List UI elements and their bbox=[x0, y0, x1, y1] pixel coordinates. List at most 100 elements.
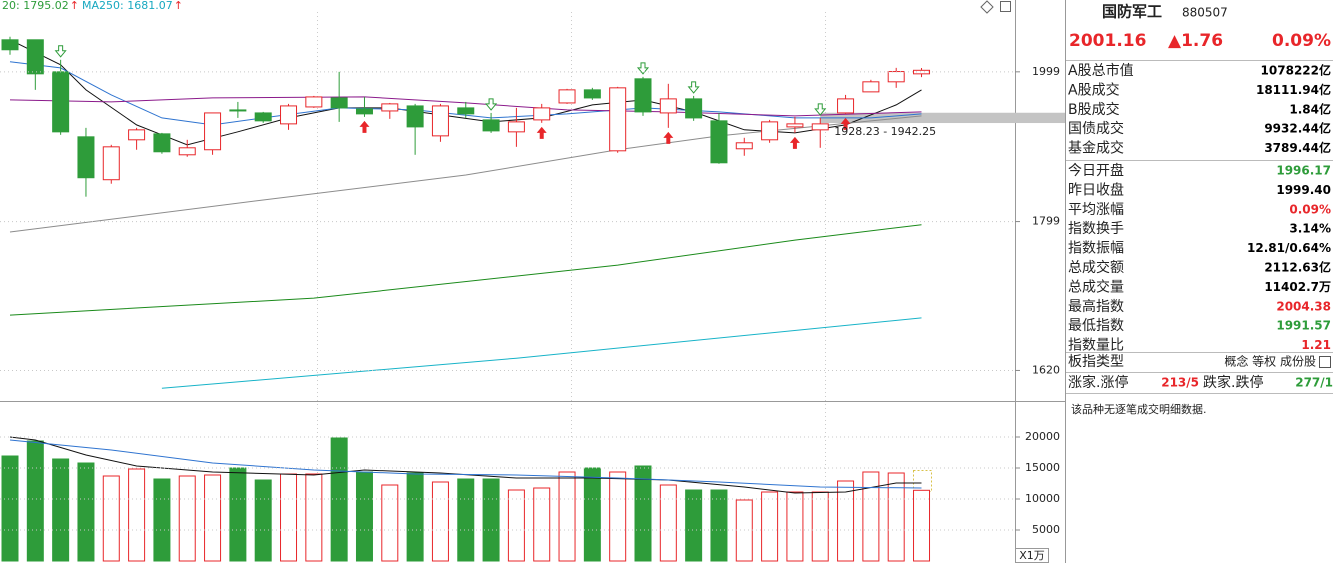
volume-bar bbox=[457, 478, 475, 562]
ma-header: 20: 1795.02 bbox=[2, 0, 69, 12]
candle-body bbox=[887, 71, 905, 83]
volume-pane bbox=[1, 436, 931, 562]
y-tick-label: 1799 bbox=[1032, 215, 1060, 228]
square-icon[interactable] bbox=[1000, 1, 1011, 12]
candle-body bbox=[77, 136, 95, 179]
candle-body bbox=[178, 147, 196, 156]
candle-body bbox=[153, 133, 171, 153]
row-value: 0.09% bbox=[1289, 202, 1331, 216]
y-tick-label: 15000 bbox=[1025, 461, 1060, 474]
row-label: 平均涨幅 bbox=[1068, 202, 1124, 218]
row-value: 1078222亿 bbox=[1261, 63, 1331, 78]
sell-signal bbox=[636, 62, 650, 75]
candle-body bbox=[406, 105, 424, 128]
volume-bar bbox=[761, 491, 779, 562]
row-value: 2112.63亿 bbox=[1264, 260, 1331, 275]
volume-bar bbox=[507, 489, 525, 562]
sell-signal bbox=[485, 98, 498, 111]
unit-label: X1万 bbox=[1019, 549, 1045, 562]
row-value: 3.14% bbox=[1289, 222, 1331, 236]
candle-body bbox=[507, 121, 525, 133]
row-label: 指数换手 bbox=[1068, 220, 1124, 237]
row-label: 指数振幅 bbox=[1068, 241, 1124, 257]
candle-body bbox=[862, 81, 880, 93]
volume-bar bbox=[330, 437, 348, 562]
volume-bar bbox=[862, 471, 880, 562]
row-label: 最高指数 bbox=[1068, 298, 1124, 315]
row-value: 1.21 bbox=[1301, 338, 1331, 352]
volume-bar bbox=[280, 473, 298, 562]
volume-bar bbox=[634, 465, 652, 562]
ma-header: MA250: 1681.07 bbox=[82, 0, 173, 12]
moving-average-line bbox=[161, 317, 922, 389]
y-tick-label: 1999 bbox=[1032, 65, 1060, 78]
volume-bar bbox=[305, 473, 323, 562]
moving-average-line bbox=[9, 436, 922, 494]
y-tick-label: 10000 bbox=[1025, 492, 1060, 505]
diamond-icon[interactable] bbox=[980, 0, 994, 14]
price-range-band bbox=[820, 112, 1015, 124]
buy-signal bbox=[840, 117, 851, 130]
volume-bar bbox=[558, 471, 576, 562]
row-label: 总成交额 bbox=[1068, 259, 1124, 276]
volume-bar bbox=[229, 467, 247, 562]
volume-bar bbox=[128, 468, 146, 562]
candle-body bbox=[710, 120, 728, 164]
moving-average-line bbox=[9, 39, 922, 146]
volume-bar bbox=[533, 487, 551, 562]
volume-bar bbox=[710, 489, 728, 562]
volume-bar bbox=[178, 475, 196, 562]
row-value: 1999.40 bbox=[1276, 183, 1331, 197]
type-value: 概念 等权 成份股 bbox=[1224, 354, 1316, 369]
row-label: 基金成交 bbox=[1068, 140, 1124, 157]
sell-signal bbox=[54, 45, 67, 58]
buy-signal bbox=[663, 131, 674, 144]
row-value: 12.81/0.64% bbox=[1247, 241, 1331, 255]
candle-body bbox=[305, 96, 323, 108]
ma-header-arrow: ↑ bbox=[174, 0, 183, 12]
volume-bar bbox=[913, 489, 931, 562]
volume-bar bbox=[355, 471, 373, 562]
volume-bar bbox=[786, 491, 804, 562]
candle-body bbox=[280, 105, 298, 125]
row-value: 9932.44亿 bbox=[1264, 121, 1331, 136]
volume-bar bbox=[685, 489, 703, 562]
volume-bar bbox=[381, 484, 399, 562]
candle-body bbox=[1, 39, 19, 51]
volume-bar bbox=[52, 458, 70, 562]
row-label: 总成交量 bbox=[1068, 278, 1124, 295]
candle-body bbox=[786, 123, 804, 128]
candle-body bbox=[102, 146, 120, 181]
candle-body bbox=[204, 112, 222, 151]
candle-body bbox=[355, 108, 373, 115]
candle-body bbox=[558, 89, 576, 104]
row-value: 11402.7万 bbox=[1264, 280, 1331, 294]
row-label: A股成交 bbox=[1068, 81, 1120, 98]
candle-body bbox=[52, 71, 70, 133]
candle-body bbox=[685, 98, 703, 119]
row-label: 昨日收盘 bbox=[1068, 181, 1124, 198]
buy-signal bbox=[359, 120, 370, 133]
candle-body bbox=[229, 109, 247, 112]
candle-body bbox=[609, 87, 627, 152]
axes: 1999 1799 1620 1928.23 - 1942.25 20: 1795.02… bbox=[0, 0, 1065, 536]
row-value: 3789.44亿 bbox=[1264, 140, 1331, 155]
volume-bar bbox=[77, 462, 95, 562]
candle-body bbox=[26, 39, 44, 75]
candle-body bbox=[381, 103, 399, 112]
volume-bar bbox=[254, 479, 272, 562]
breadth-up-value: 213/5 bbox=[1161, 376, 1199, 390]
change: ▲1.76 bbox=[1168, 31, 1223, 51]
range-band-label: 1928.23 - 1942.25 bbox=[834, 125, 936, 138]
sell-signal bbox=[814, 103, 827, 116]
note: 该品种无逐笔成交明细数据. bbox=[1071, 402, 1207, 416]
volume-bar bbox=[583, 467, 601, 562]
volume-bar bbox=[406, 472, 424, 562]
panel-code: 880507 bbox=[1182, 6, 1228, 20]
row-value: 1991.57 bbox=[1276, 319, 1331, 333]
candle-body bbox=[583, 89, 601, 99]
type-icon[interactable] bbox=[1319, 356, 1331, 368]
breadth-down-value: 277/1 bbox=[1295, 376, 1333, 390]
